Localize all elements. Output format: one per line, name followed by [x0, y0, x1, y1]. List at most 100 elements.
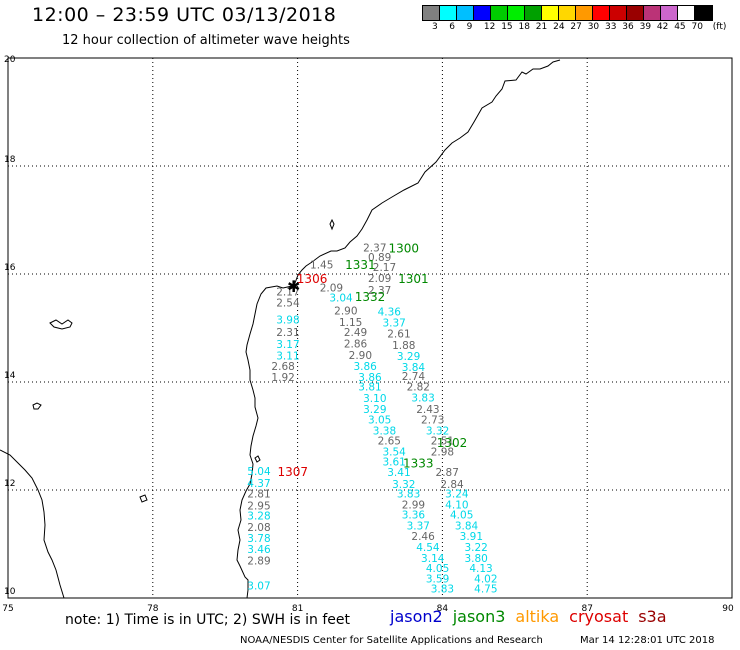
map-subtitle: 12 hour collection of altimeter wave hei… — [62, 33, 350, 48]
colorbar-swatch — [610, 6, 627, 20]
pass-label: 1307 — [277, 465, 308, 479]
wave-height-label: 4.10 — [445, 499, 468, 511]
colorbar-label: 42 — [656, 22, 669, 32]
wave-height-label: 3.54 — [382, 446, 406, 458]
coastline-small-1 — [329, 218, 335, 231]
map-frame — [7, 57, 733, 599]
wave-height-label: 4.36 — [378, 307, 402, 319]
y-tick-label: 14 — [4, 371, 16, 381]
colorbar-swatch — [440, 6, 457, 20]
wave-height-label: 3.32 — [392, 479, 415, 491]
satellite-legend: jason2 jason3 altika cryosat s3a — [390, 607, 677, 626]
colorbar-label: 9 — [466, 22, 473, 32]
wave-height-label: 2.65 — [378, 436, 401, 448]
colorbar-label: 27 — [570, 22, 582, 32]
wave-height-label: 3.28 — [247, 511, 270, 523]
wave-height-label: 1.15 — [339, 317, 362, 329]
wave-height-label: 4.75 — [474, 584, 497, 596]
coastline-mainland — [236, 59, 561, 599]
wave-height-label: 3.83 — [431, 584, 454, 596]
wave-height-label: 3.84 — [402, 362, 426, 374]
colorbar-swatch — [644, 6, 661, 20]
wave-height-label: 4.37 — [247, 478, 270, 490]
pass-label: 1333 — [403, 456, 434, 470]
colorbar-swatch — [576, 6, 593, 20]
y-tick-label: 20 — [4, 55, 16, 65]
pass-label: 1306 — [297, 272, 328, 286]
x-tick-label: 81 — [292, 604, 303, 614]
coastline-small-4 — [254, 455, 261, 463]
station-marker: ✱ — [287, 277, 300, 296]
footer-timestamp: Mar 14 12:28:01 UTC 2018 — [580, 635, 715, 646]
wave-height-label: 2.99 — [402, 499, 425, 511]
wave-height-label: 2.84 — [440, 479, 464, 491]
x-tick-label: 87 — [581, 604, 592, 614]
wave-height-label: 2.90 — [334, 306, 357, 318]
colorbar-label: 24 — [553, 22, 565, 32]
wave-height-label: 2.89 — [247, 556, 270, 568]
wave-height-label: 3.98 — [276, 315, 299, 327]
wave-height-label: 3.29 — [397, 351, 420, 363]
satellite-legend-jason2: jason2 — [390, 607, 443, 626]
satellite-legend-jason3: jason3 — [452, 607, 506, 626]
satellite-legend-altika: altika — [515, 607, 560, 626]
wave-height-label: 3.17 — [276, 339, 299, 351]
colorbar-swatch — [695, 6, 712, 20]
wave-height-label: 4.05 — [426, 563, 449, 575]
wave-height-label: 4.05 — [450, 510, 473, 522]
wave-height-label: 2.17 — [373, 262, 396, 274]
wave-height-label: 3.91 — [460, 531, 483, 543]
colorbar-swatch — [559, 6, 576, 20]
wave-height-label: 4.54 — [416, 542, 440, 554]
x-tick-label: 75 — [2, 604, 13, 614]
colorbar-label: 33 — [605, 22, 617, 32]
wave-height-label: 4.13 — [469, 563, 492, 575]
wave-height-label: 2.08 — [247, 522, 270, 534]
axis-tick-labels: 75 78 81 84 87 90 20 18 16 14 12 10 — [2, 55, 734, 614]
wave-height-label: 3.14 — [421, 553, 445, 565]
wave-height-label: 3.86 — [353, 361, 377, 373]
wave-height-label: 3.61 — [382, 457, 405, 469]
wave-height-label: 2.43 — [416, 404, 439, 416]
map-grid — [7, 57, 733, 599]
wave-height-label: 1.45 — [310, 260, 333, 272]
wave-height-label: 2.90 — [349, 350, 372, 362]
y-tick-label: 18 — [4, 155, 16, 165]
pass-label: 1300 — [389, 241, 420, 255]
colorbar-labels: 3 6 9 12 15 18 21 24 27 30 33 36 39 42 45 70 (ft) — [422, 22, 740, 34]
wave-height-label: 3.41 — [387, 467, 410, 479]
satellite-legend-s3a: s3a — [638, 607, 667, 626]
colorbar-label: 36 — [622, 22, 634, 32]
wave-height-label: 2.09 — [320, 282, 343, 294]
wave-height-label: 3.05 — [368, 415, 391, 427]
wave-height-label: 3.81 — [358, 382, 381, 394]
wave-height-label: 3.84 — [455, 520, 479, 532]
coastline-island — [49, 319, 73, 330]
wave-height-label: 3.29 — [363, 404, 386, 416]
wave-height-labels: 2.370.891.45 2.172.092.092.17 2.372.54 3.04… — [247, 242, 497, 595]
wave-height-label: 2.74 — [402, 371, 426, 383]
y-tick-label: 10 — [4, 587, 16, 597]
colorbar-label: 45 — [674, 22, 686, 32]
wave-height-label: 2.87 — [436, 467, 459, 479]
wave-height-label: 2.17 — [276, 287, 299, 299]
wave-height-label: 2.81 — [247, 489, 270, 501]
wave-height-label: 3.32 — [426, 425, 449, 437]
pass-label: 1301 — [398, 272, 429, 286]
x-tick-label: 90 — [722, 604, 734, 614]
map-title: 12:00 – 23:59 UTC 03/13/2018 — [32, 4, 337, 26]
satellite-legend-cryosat: cryosat — [569, 607, 629, 626]
colorbar — [422, 5, 713, 21]
wave-height-label: 3.24 — [445, 489, 469, 501]
colorbar-label: 15 — [501, 22, 513, 32]
wave-height-label: 2.51 — [431, 436, 454, 448]
wave-height-label: 3.38 — [373, 425, 396, 437]
wave-height-label: 2.98 — [431, 446, 454, 458]
wave-height-label: 3.86 — [358, 372, 382, 384]
x-tick-label: 78 — [147, 604, 159, 614]
colorbar-swatch — [508, 6, 525, 20]
y-tick-label: 12 — [4, 479, 15, 489]
colorbar-swatch — [678, 6, 695, 20]
wave-height-label: 2.61 — [387, 329, 410, 341]
